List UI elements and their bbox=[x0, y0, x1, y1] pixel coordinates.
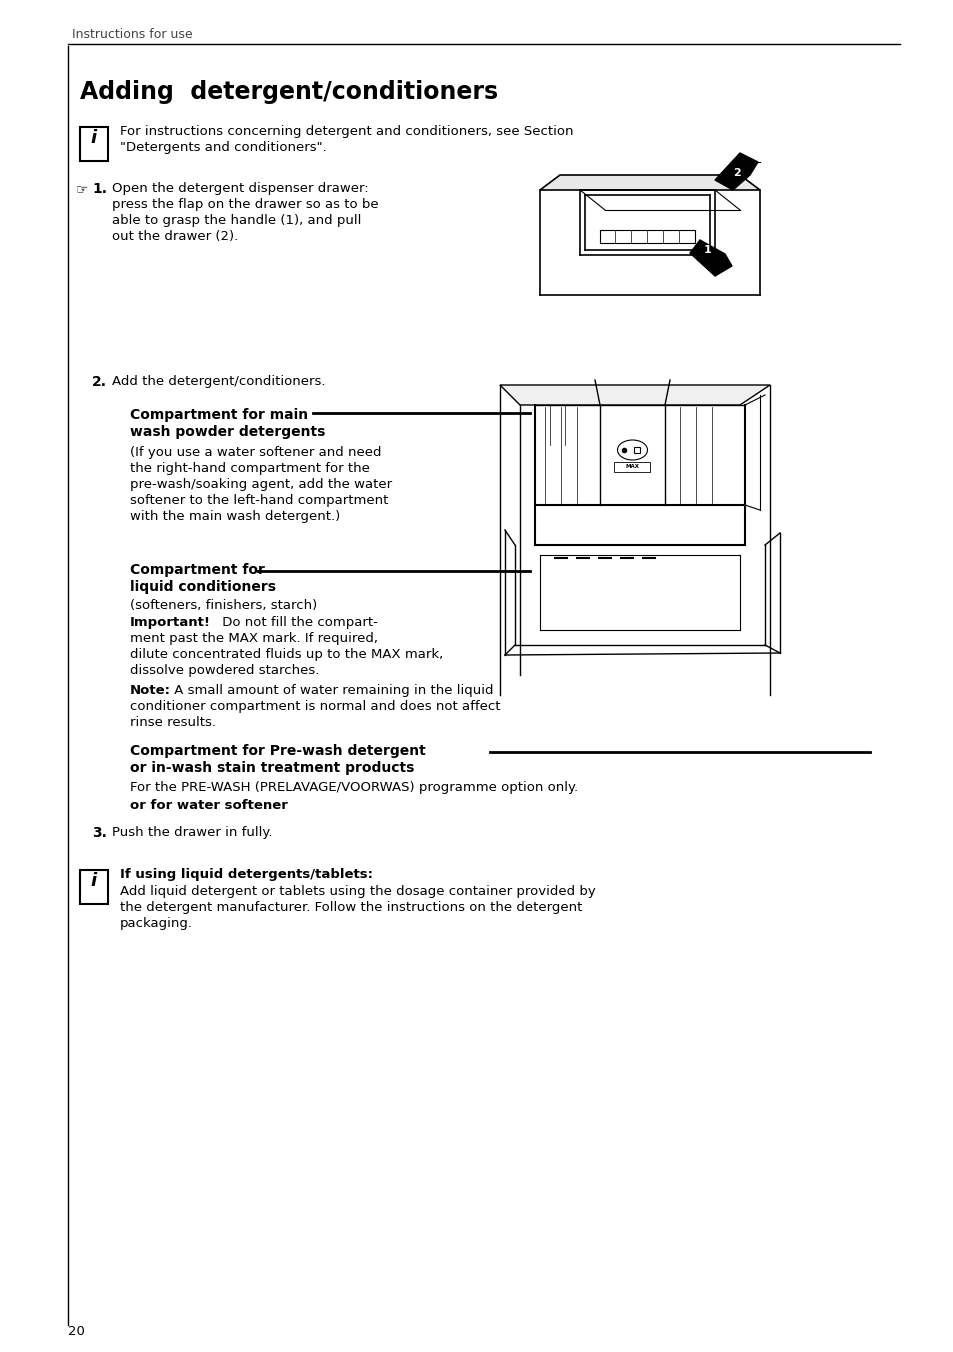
Text: i: i bbox=[91, 128, 97, 147]
Ellipse shape bbox=[617, 439, 647, 460]
Text: Compartment for: Compartment for bbox=[130, 562, 265, 577]
Text: i: i bbox=[91, 872, 97, 890]
Text: For instructions concerning detergent and conditioners, see Section: For instructions concerning detergent an… bbox=[120, 124, 573, 138]
Text: ☞: ☞ bbox=[76, 183, 89, 196]
Text: For the PRE-WASH (PRELAVAGE/VOORWAS) programme option only.: For the PRE-WASH (PRELAVAGE/VOORWAS) pro… bbox=[130, 781, 578, 794]
Text: 1: 1 bbox=[703, 245, 711, 256]
Text: Important!: Important! bbox=[130, 617, 211, 629]
Text: the detergent manufacturer. Follow the instructions on the detergent: the detergent manufacturer. Follow the i… bbox=[120, 900, 581, 914]
Text: press the flap on the drawer so as to be: press the flap on the drawer so as to be bbox=[112, 197, 378, 211]
Text: conditioner compartment is normal and does not affect: conditioner compartment is normal and do… bbox=[130, 700, 500, 713]
Polygon shape bbox=[539, 174, 760, 191]
Text: softener to the left-hand compartment: softener to the left-hand compartment bbox=[130, 493, 388, 507]
Text: or for water softener: or for water softener bbox=[130, 799, 288, 813]
Text: Open the detergent dispenser drawer:: Open the detergent dispenser drawer: bbox=[112, 183, 368, 195]
Polygon shape bbox=[499, 385, 769, 406]
Bar bbox=[614, 462, 650, 472]
Text: (softeners, finishers, starch): (softeners, finishers, starch) bbox=[130, 599, 317, 612]
Text: If using liquid detergents/tablets:: If using liquid detergents/tablets: bbox=[120, 868, 373, 882]
Text: packaging.: packaging. bbox=[120, 917, 193, 930]
Text: or in-wash stain treatment products: or in-wash stain treatment products bbox=[130, 761, 414, 775]
Text: Add liquid detergent or tablets using the dosage container provided by: Add liquid detergent or tablets using th… bbox=[120, 886, 595, 898]
Text: MAX: MAX bbox=[625, 465, 639, 469]
Text: Note:: Note: bbox=[130, 684, 171, 698]
Bar bbox=[80, 127, 108, 161]
Text: dilute concentrated fluids up to the MAX mark,: dilute concentrated fluids up to the MAX… bbox=[130, 648, 443, 661]
Polygon shape bbox=[714, 153, 758, 191]
Text: ment past the MAX mark. If required,: ment past the MAX mark. If required, bbox=[130, 631, 377, 645]
Polygon shape bbox=[689, 241, 731, 276]
Text: able to grasp the handle (1), and pull: able to grasp the handle (1), and pull bbox=[112, 214, 361, 227]
Text: pre-wash/soaking agent, add the water: pre-wash/soaking agent, add the water bbox=[130, 479, 392, 491]
Text: Push the drawer in fully.: Push the drawer in fully. bbox=[112, 826, 273, 840]
Text: 1.: 1. bbox=[91, 183, 107, 196]
Text: Do not fill the compart-: Do not fill the compart- bbox=[218, 617, 377, 629]
Text: out the drawer (2).: out the drawer (2). bbox=[112, 230, 238, 243]
Text: wash powder detergents: wash powder detergents bbox=[130, 425, 325, 439]
Text: 2: 2 bbox=[732, 168, 740, 178]
Text: A small amount of water remaining in the liquid: A small amount of water remaining in the… bbox=[170, 684, 493, 698]
Text: Add the detergent/conditioners.: Add the detergent/conditioners. bbox=[112, 375, 325, 388]
Text: 2.: 2. bbox=[91, 375, 107, 389]
Text: rinse results.: rinse results. bbox=[130, 717, 215, 729]
Text: Compartment for main: Compartment for main bbox=[130, 408, 308, 422]
Text: Instructions for use: Instructions for use bbox=[71, 28, 193, 41]
Text: the right-hand compartment for the: the right-hand compartment for the bbox=[130, 462, 370, 475]
Text: Compartment for Pre-wash detergent: Compartment for Pre-wash detergent bbox=[130, 744, 425, 758]
Text: Adding  detergent/conditioners: Adding detergent/conditioners bbox=[80, 80, 497, 104]
Text: dissolve powdered starches.: dissolve powdered starches. bbox=[130, 664, 319, 677]
Text: (If you use a water softener and need: (If you use a water softener and need bbox=[130, 446, 381, 458]
Text: 3.: 3. bbox=[91, 826, 107, 840]
Bar bbox=[80, 869, 108, 904]
Text: with the main wash detergent.): with the main wash detergent.) bbox=[130, 510, 340, 523]
Text: "Detergents and conditioners".: "Detergents and conditioners". bbox=[120, 141, 327, 154]
Text: 20: 20 bbox=[68, 1325, 85, 1338]
Text: liquid conditioners: liquid conditioners bbox=[130, 580, 275, 594]
